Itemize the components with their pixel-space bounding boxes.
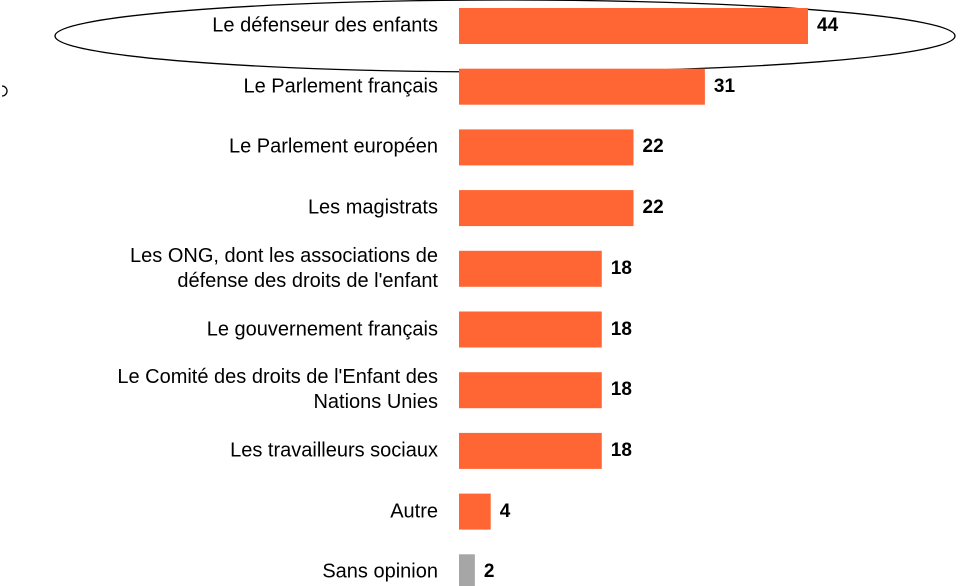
category-label: Le gouvernement français	[206, 318, 438, 340]
bar	[459, 311, 602, 348]
bar	[459, 493, 491, 530]
category-label: Le Parlement européen	[228, 135, 438, 158]
bar	[459, 554, 475, 586]
bar	[459, 68, 705, 105]
bar	[459, 190, 634, 227]
category-label: Sans opinion	[322, 560, 438, 583]
decoration	[1, 85, 8, 97]
value-label: 4	[499, 500, 511, 522]
category-label: Les ONG, dont les associations de défens…	[130, 244, 438, 292]
value-label: 2	[483, 561, 495, 583]
value-label: 18	[610, 379, 632, 401]
value-label: 18	[610, 257, 632, 279]
value-label: 18	[610, 439, 632, 461]
bar	[459, 372, 602, 409]
category-label: Autre	[390, 500, 438, 523]
bar	[459, 129, 634, 166]
value-label: 44	[817, 15, 839, 36]
category-label: Les magistrats	[307, 196, 438, 219]
category-label: Le Comité des droits de l'Enfant des Nat…	[117, 366, 438, 414]
category-label: Le Parlement français	[243, 75, 438, 98]
value-label: 22	[642, 136, 664, 158]
bar	[459, 250, 602, 287]
bar	[459, 432, 602, 469]
value-label: 31	[713, 75, 736, 97]
category-label: Les travailleurs sociaux	[230, 439, 438, 462]
value-label: 22	[642, 197, 664, 219]
value-label: 18	[610, 318, 632, 340]
category-label: Le défenseur des enfants	[212, 14, 438, 37]
bar	[459, 8, 808, 44]
